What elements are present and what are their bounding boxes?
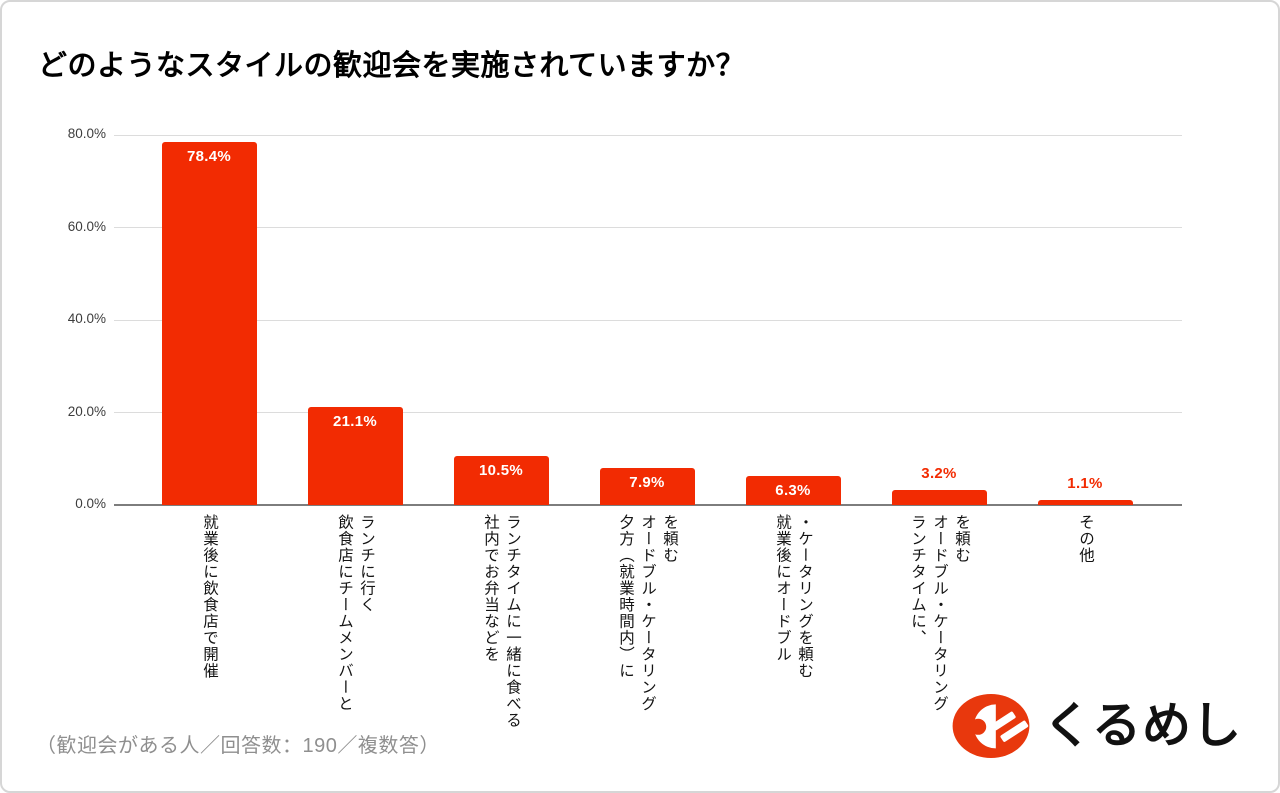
- gridline: [114, 319, 1182, 321]
- bar-value-label: 7.9%: [629, 474, 665, 492]
- x-axis-category-text: 社内でお弁当などを ランチタイムに一緒に食べる: [482, 514, 521, 729]
- kurumeshi-logo-text: くるめし: [1042, 698, 1242, 753]
- gridline: [114, 227, 1182, 228]
- bar: [599, 468, 695, 505]
- x-axis-category-text: その他: [1077, 514, 1094, 564]
- kurumeshi-fish-logo-icon: [952, 694, 1030, 758]
- bar: [891, 490, 987, 505]
- bar: [307, 407, 403, 505]
- bar: [161, 142, 257, 505]
- y-axis-tick-label: 80.0%: [67, 126, 106, 141]
- survey-note: （歓迎会がある人／回答数：190／複数答）: [36, 735, 440, 757]
- bar: [453, 456, 549, 505]
- x-axis-category-label: 夕方（就業時間内）に オードブル・ケータリング を頼む: [574, 514, 720, 754]
- x-axis-category-label: 就業後にオードブル ・ケータリングを頼む: [720, 514, 866, 754]
- y-axis-tick-label: 60.0%: [67, 218, 106, 234]
- x-axis-category-text: 夕方（就業時間内）に オードブル・ケータリング を頼む: [617, 514, 678, 712]
- bar-value-label: 10.5%: [478, 462, 524, 480]
- x-axis-category-label: ランチタイムに、 オードブル・ケータリング を頼む: [866, 514, 1012, 754]
- bar-value-label: 78.4%: [186, 148, 232, 166]
- x-axis-category-text: 就業後にオードブル ・ケータリングを頼む: [774, 514, 813, 679]
- x-axis-category-text: ランチタイムに、 オードブル・ケータリング を頼む: [909, 514, 970, 712]
- x-axis-category-label: 社内でお弁当などを ランチタイムに一緒に食べる: [428, 514, 574, 754]
- bar: [745, 475, 841, 505]
- bar-value-label: 1.1%: [1067, 474, 1103, 492]
- bar: [1037, 499, 1133, 505]
- bar-value-label: 6.3%: [775, 481, 811, 499]
- y-axis-tick-label: 20.0%: [67, 403, 106, 419]
- page-title: どのようなスタイルの歓迎会を実施されていますか？: [38, 50, 746, 82]
- x-axis-category-label: 就業後に飲食店で開催: [136, 514, 282, 754]
- gridline: [114, 134, 1182, 136]
- bar-value-label: 21.1%: [332, 413, 378, 431]
- bar-value-label: 3.2%: [921, 465, 957, 483]
- x-axis-line: [114, 504, 1182, 506]
- kurumeshi-logo: くるめし: [951, 692, 1242, 760]
- x-axis-category-text: 就業後に飲食店で開催: [201, 514, 218, 679]
- x-axis-category-label: 飲食店にチームメンバーと ランチに行く: [282, 514, 428, 754]
- y-axis-tick-label: 0.0%: [75, 496, 106, 511]
- y-axis-tick-label: 40.0%: [67, 311, 106, 326]
- x-axis-category-label: その他: [1012, 514, 1158, 754]
- x-axis-category-text: 飲食店にチームメンバーと ランチに行く: [336, 514, 375, 712]
- gridline: [114, 412, 1182, 413]
